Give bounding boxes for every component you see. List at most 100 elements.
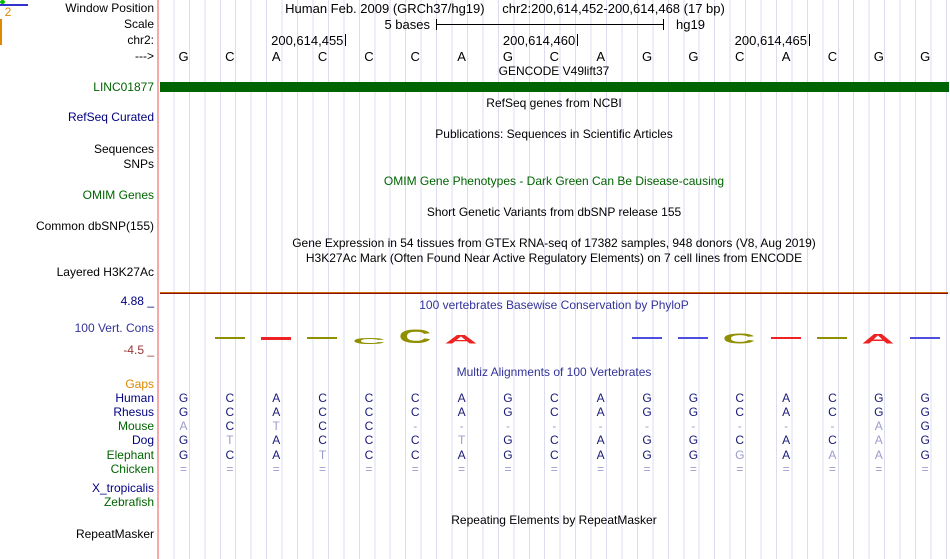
phylop-conservation-logo: C C A C A — [0, 0, 950, 347]
alignment-base: T — [272, 419, 280, 433]
alignment-base: G — [503, 391, 513, 405]
gencode-title[interactable]: GENCODE V49lift37 — [498, 64, 610, 78]
sequence-base: C — [317, 49, 328, 64]
multiz-title[interactable]: Multiz Alignments of 100 Vertebrates — [456, 365, 652, 379]
linc01877-gene-bar[interactable] — [160, 82, 949, 92]
species-label-mouse[interactable]: Mouse — [117, 419, 154, 433]
alignment-base: G — [503, 448, 513, 462]
phylop-max-label[interactable]: 4.88 _ — [120, 294, 154, 308]
omim-title[interactable]: OMIM Gene Phenotypes - Dark Green Can Be… — [383, 174, 725, 188]
alignment-base: - — [645, 419, 650, 433]
dbsnp-title[interactable]: Short Genetic Variants from dbSNP releas… — [426, 205, 682, 219]
scale-value: 5 bases — [384, 17, 430, 32]
species-label-dog[interactable]: Dog — [131, 433, 154, 447]
alignment-base: A — [782, 433, 791, 447]
window-left-boundary-line — [157, 0, 159, 559]
alignment-base: C — [364, 391, 374, 405]
species-label-elephant[interactable]: Elephant — [106, 448, 154, 462]
phylop-logo-dash-C — [817, 337, 848, 339]
alignment-base: G — [178, 391, 189, 405]
alignment-base: G — [920, 448, 930, 462]
alignment-base: G — [503, 433, 513, 447]
publications-title[interactable]: Publications: Sequences in Scientific Ar… — [435, 127, 673, 141]
refseq-curated-label[interactable]: RefSeq Curated — [67, 110, 154, 124]
alignment-base: - — [598, 419, 603, 433]
alignment-base: = — [643, 462, 651, 476]
alignment-base: G — [642, 391, 652, 405]
species-label-chicken[interactable]: Chicken — [110, 462, 154, 476]
species-label-zebrafish[interactable]: Zebrafish — [103, 495, 154, 509]
phylop-logo-dash-G — [631, 337, 662, 339]
common-dbsnp-label[interactable]: Common dbSNP(155) — [35, 219, 154, 233]
scale-bar-left-tick — [436, 19, 437, 30]
alignment-base: - — [552, 419, 557, 433]
alignment-base: G — [920, 419, 930, 433]
linc01877-label[interactable]: LINC01877 — [93, 80, 154, 94]
position-title: chr2:200,614,452-200,614,468 (17 bp) — [502, 1, 725, 16]
alignment-base: G — [920, 405, 930, 419]
phylop-logo-letter-C: C — [352, 337, 386, 347]
gtex-title[interactable]: Gene Expression in 54 tissues from GTEx … — [292, 236, 816, 250]
alignment-base: = — [179, 462, 187, 476]
repeatmasker-title[interactable]: Repeating Elements by RepeatMasker — [451, 513, 657, 527]
sequence-base: G — [502, 49, 514, 64]
h3k27ac-title[interactable]: H3K27Ac Mark (Often Found Near Active Re… — [305, 251, 803, 265]
refseq-title[interactable]: RefSeq genes from NCBI — [486, 96, 622, 110]
alignment-base: C — [735, 405, 745, 419]
species-label-human[interactable]: Human — [115, 391, 154, 405]
phylop-logo-letter-C: C — [398, 327, 432, 348]
alignment-base: - — [459, 419, 464, 433]
alignment-base: = — [365, 462, 373, 476]
alignment-base: = — [550, 462, 558, 476]
vert-cons-label[interactable]: 100 Vert. Cons — [74, 321, 154, 335]
alignment-base: - — [691, 419, 696, 433]
sequence-base: G — [873, 49, 884, 64]
alignment-base: A — [828, 448, 837, 462]
species-label-x_tropicalis[interactable]: X_tropicalis — [91, 481, 154, 495]
alignment-base: A — [874, 433, 883, 447]
alignment-base: - — [737, 419, 742, 433]
alignment-base: = — [782, 462, 790, 476]
alignment-base: - — [413, 419, 418, 433]
alignment-base: C — [735, 433, 745, 447]
alignment-base: G — [874, 405, 884, 419]
phylop-title[interactable]: 100 vertebrates Basewise Conservation by… — [419, 298, 689, 312]
phylop-logo-letter-A: A — [861, 332, 895, 348]
sequence-base: A — [781, 49, 791, 64]
sequence-base: A — [271, 49, 281, 64]
alignment-base: = — [875, 462, 883, 476]
phylop-min-label[interactable]: -4.5 _ — [123, 343, 154, 357]
alignment-base: G — [874, 391, 884, 405]
coordinate-label: 200,614,460 — [502, 33, 576, 48]
alignment-base: = — [411, 462, 419, 476]
alignment-base: G — [642, 433, 652, 447]
snps-label[interactable]: SNPs — [123, 157, 154, 171]
omim-genes-label[interactable]: OMIM Genes — [82, 188, 154, 202]
chrom-label: chr2: — [127, 33, 154, 47]
layered-h3k27ac-label[interactable]: Layered H3K27Ac — [56, 265, 154, 279]
sequence-base: C — [735, 49, 745, 64]
sequences-label[interactable]: Sequences — [93, 142, 154, 156]
gaps-label[interactable]: Gaps — [125, 377, 154, 391]
alignment-base: C — [828, 405, 837, 419]
alignment-base: - — [830, 419, 835, 433]
alignment-base: C — [549, 391, 559, 405]
alignment-base: G — [503, 405, 513, 419]
alignment-base: C — [225, 405, 235, 419]
sequence-base: C — [410, 49, 420, 64]
sequence-base: G — [178, 49, 189, 64]
coordinate-tick — [345, 34, 347, 46]
phylop-logo-dash-G — [909, 337, 940, 339]
alignment-base: - — [505, 419, 510, 433]
scale-label: Scale — [123, 17, 154, 31]
species-label-rhesus[interactable]: Rhesus — [113, 405, 154, 419]
alignment-base: C — [364, 448, 374, 462]
alignment-base: G — [920, 391, 930, 405]
alignment-base: C — [549, 405, 559, 419]
window-position-label: Window Position — [65, 1, 154, 15]
alignment-base: = — [597, 462, 605, 476]
repeatmasker-label[interactable]: RepeatMasker — [75, 527, 154, 541]
alignment-base: = — [458, 462, 466, 476]
sequence-base: G — [641, 49, 653, 64]
